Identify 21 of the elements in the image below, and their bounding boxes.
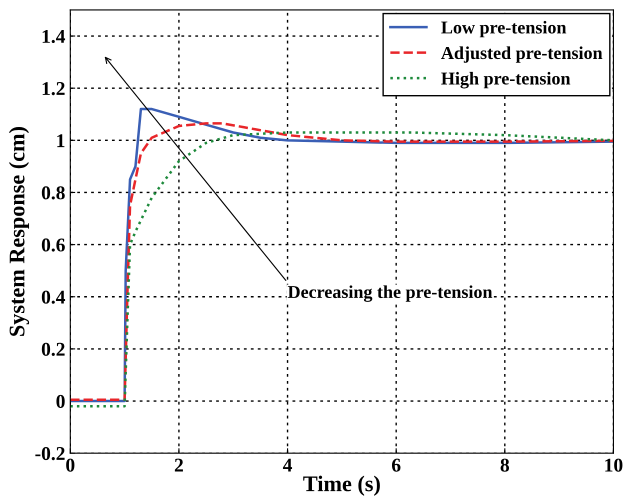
- y-tick-label: 0.6: [42, 238, 65, 252]
- y-tick-label: 0: [56, 394, 65, 408]
- y-tick-label: 1.2: [42, 82, 65, 96]
- y-tick-label: 1: [57, 134, 64, 148]
- y-tick-label: -0.2: [35, 446, 65, 460]
- y-tick-label: 1.4: [42, 30, 66, 44]
- legend-label: Adjusted pre-tension: [441, 46, 602, 63]
- x-tick-label: 8: [500, 458, 510, 472]
- legend-label: High pre-tension: [441, 72, 570, 88]
- y-axis-title: System Response (cm): [8, 127, 30, 336]
- x-tick-label: 6: [392, 458, 400, 472]
- legend-label: Low pre-tension: [441, 20, 566, 38]
- annotation: Decreasing the pre-tension: [288, 285, 492, 302]
- y-tick-label: 0.2: [42, 342, 65, 356]
- x-tick-label: 2: [174, 458, 183, 472]
- x-tick-label: 10: [605, 458, 622, 472]
- x-tick-label: 0: [66, 458, 74, 472]
- y-tick-label: 0.8: [42, 186, 65, 200]
- y-tick-label: 0.4: [42, 290, 66, 304]
- x-axis-title: Time (s): [303, 476, 380, 496]
- x-tick-label: 4: [282, 458, 292, 472]
